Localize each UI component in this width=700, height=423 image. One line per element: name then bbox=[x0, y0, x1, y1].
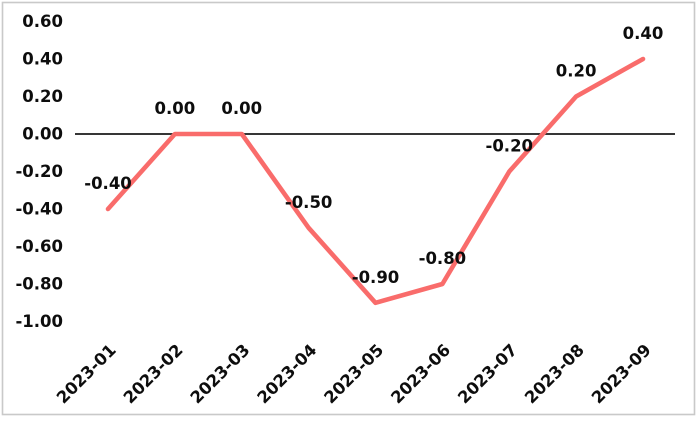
data-point-label: -0.80 bbox=[419, 249, 467, 268]
y-tick-label: -0.20 bbox=[15, 162, 63, 181]
data-point-label: -0.90 bbox=[352, 268, 400, 287]
y-tick-label: -0.60 bbox=[15, 237, 63, 256]
chart-frame-border bbox=[1, 1, 696, 416]
y-tick-label: -1.00 bbox=[15, 312, 63, 331]
y-tick-label: 0.00 bbox=[22, 125, 63, 144]
data-point-label: 0.20 bbox=[556, 62, 597, 81]
data-point-label: 0.00 bbox=[221, 99, 262, 118]
data-point-label: -0.40 bbox=[84, 174, 132, 193]
data-point-label: 0.40 bbox=[623, 24, 664, 43]
series-line bbox=[105, 56, 646, 306]
y-tick-label: 0.40 bbox=[22, 50, 63, 69]
data-point-label: -0.50 bbox=[285, 193, 333, 212]
y-tick-label: -0.80 bbox=[15, 275, 63, 294]
y-tick-label: 0.20 bbox=[22, 87, 63, 106]
data-point-label: -0.20 bbox=[485, 137, 533, 156]
y-tick-label: 0.60 bbox=[22, 12, 63, 31]
y-tick-label: -0.40 bbox=[15, 200, 63, 219]
data-point-label: 0.00 bbox=[155, 99, 196, 118]
